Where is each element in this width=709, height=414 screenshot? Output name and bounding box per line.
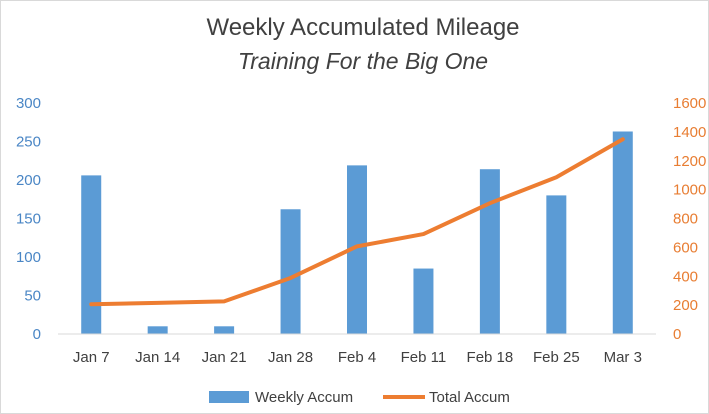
y-right-tick-label: 0	[673, 326, 681, 343]
y-right-tick-label: 1600	[673, 95, 706, 112]
y-right-tick-label: 600	[673, 239, 698, 256]
chart-title: Weekly Accumulated Mileage	[206, 14, 519, 41]
bar-weekly-accum	[413, 268, 434, 334]
x-tick-label: Feb 18	[467, 349, 514, 366]
y-left-tick-label: 250	[16, 134, 41, 151]
x-tick-label: Jan 14	[135, 349, 180, 366]
bar-weekly-accum	[347, 165, 367, 334]
y-left-tick-label: 150	[16, 211, 41, 228]
y-right-tick-label: 1200	[673, 153, 706, 170]
x-tick-label: Mar 3	[604, 349, 642, 366]
x-axis-ticks: Jan 7 Jan 14 Jan 21 Jan 28 Feb 4 Feb 11 Feb 18…	[73, 349, 642, 366]
y-left-tick-label: 0	[33, 326, 41, 343]
bar-weekly-accum	[280, 209, 301, 334]
y-right-tick-label: 800	[673, 211, 698, 228]
x-tick-label: Jan 7	[73, 349, 110, 366]
x-tick-label: Jan 21	[202, 349, 247, 366]
x-tick-label: Feb 11	[401, 349, 447, 366]
left-axis: 0 50 100 150 200 250 300	[16, 95, 41, 343]
bar-weekly-accum	[546, 195, 567, 334]
bar-weekly-accum	[612, 131, 633, 334]
y-left-tick-label: 300	[16, 95, 41, 112]
bar-weekly-accum	[147, 326, 168, 334]
y-left-tick-label: 200	[16, 172, 41, 189]
bar-weekly-accum	[479, 169, 500, 334]
chart-subtitle: Training For the Big One	[238, 48, 488, 74]
legend-label-weekly: Weekly Accum	[255, 389, 353, 406]
x-tick-label: Jan 28	[268, 349, 313, 366]
bar-series	[81, 131, 633, 334]
x-tick-label: Feb 25	[533, 349, 580, 366]
y-right-tick-label: 1000	[673, 182, 706, 199]
legend-swatch-weekly	[209, 391, 249, 403]
y-right-tick-label: 1400	[673, 124, 706, 141]
legend-label-total: Total Accum	[429, 389, 510, 406]
total-accum-line	[89, 137, 625, 307]
x-tick-label: Feb 4	[338, 349, 376, 366]
y-right-tick-label: 200	[673, 297, 698, 314]
legend: Weekly Accum Total Accum	[209, 389, 510, 406]
bar-weekly-accum	[81, 175, 102, 334]
bar-weekly-accum	[214, 326, 235, 334]
right-axis: 0 200 400 600 800 1000 1200 1400 1600	[673, 95, 706, 343]
y-left-tick-label: 50	[24, 288, 41, 305]
y-right-tick-label: 400	[673, 268, 698, 285]
y-left-tick-label: 100	[16, 249, 41, 266]
